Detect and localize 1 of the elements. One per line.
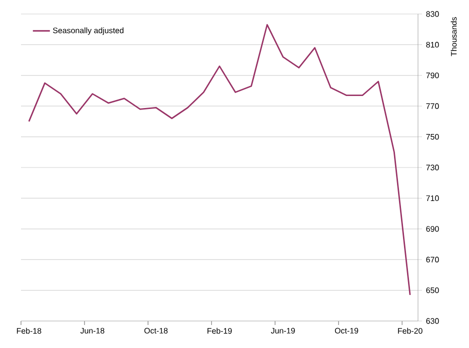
line-series <box>28 24 411 296</box>
